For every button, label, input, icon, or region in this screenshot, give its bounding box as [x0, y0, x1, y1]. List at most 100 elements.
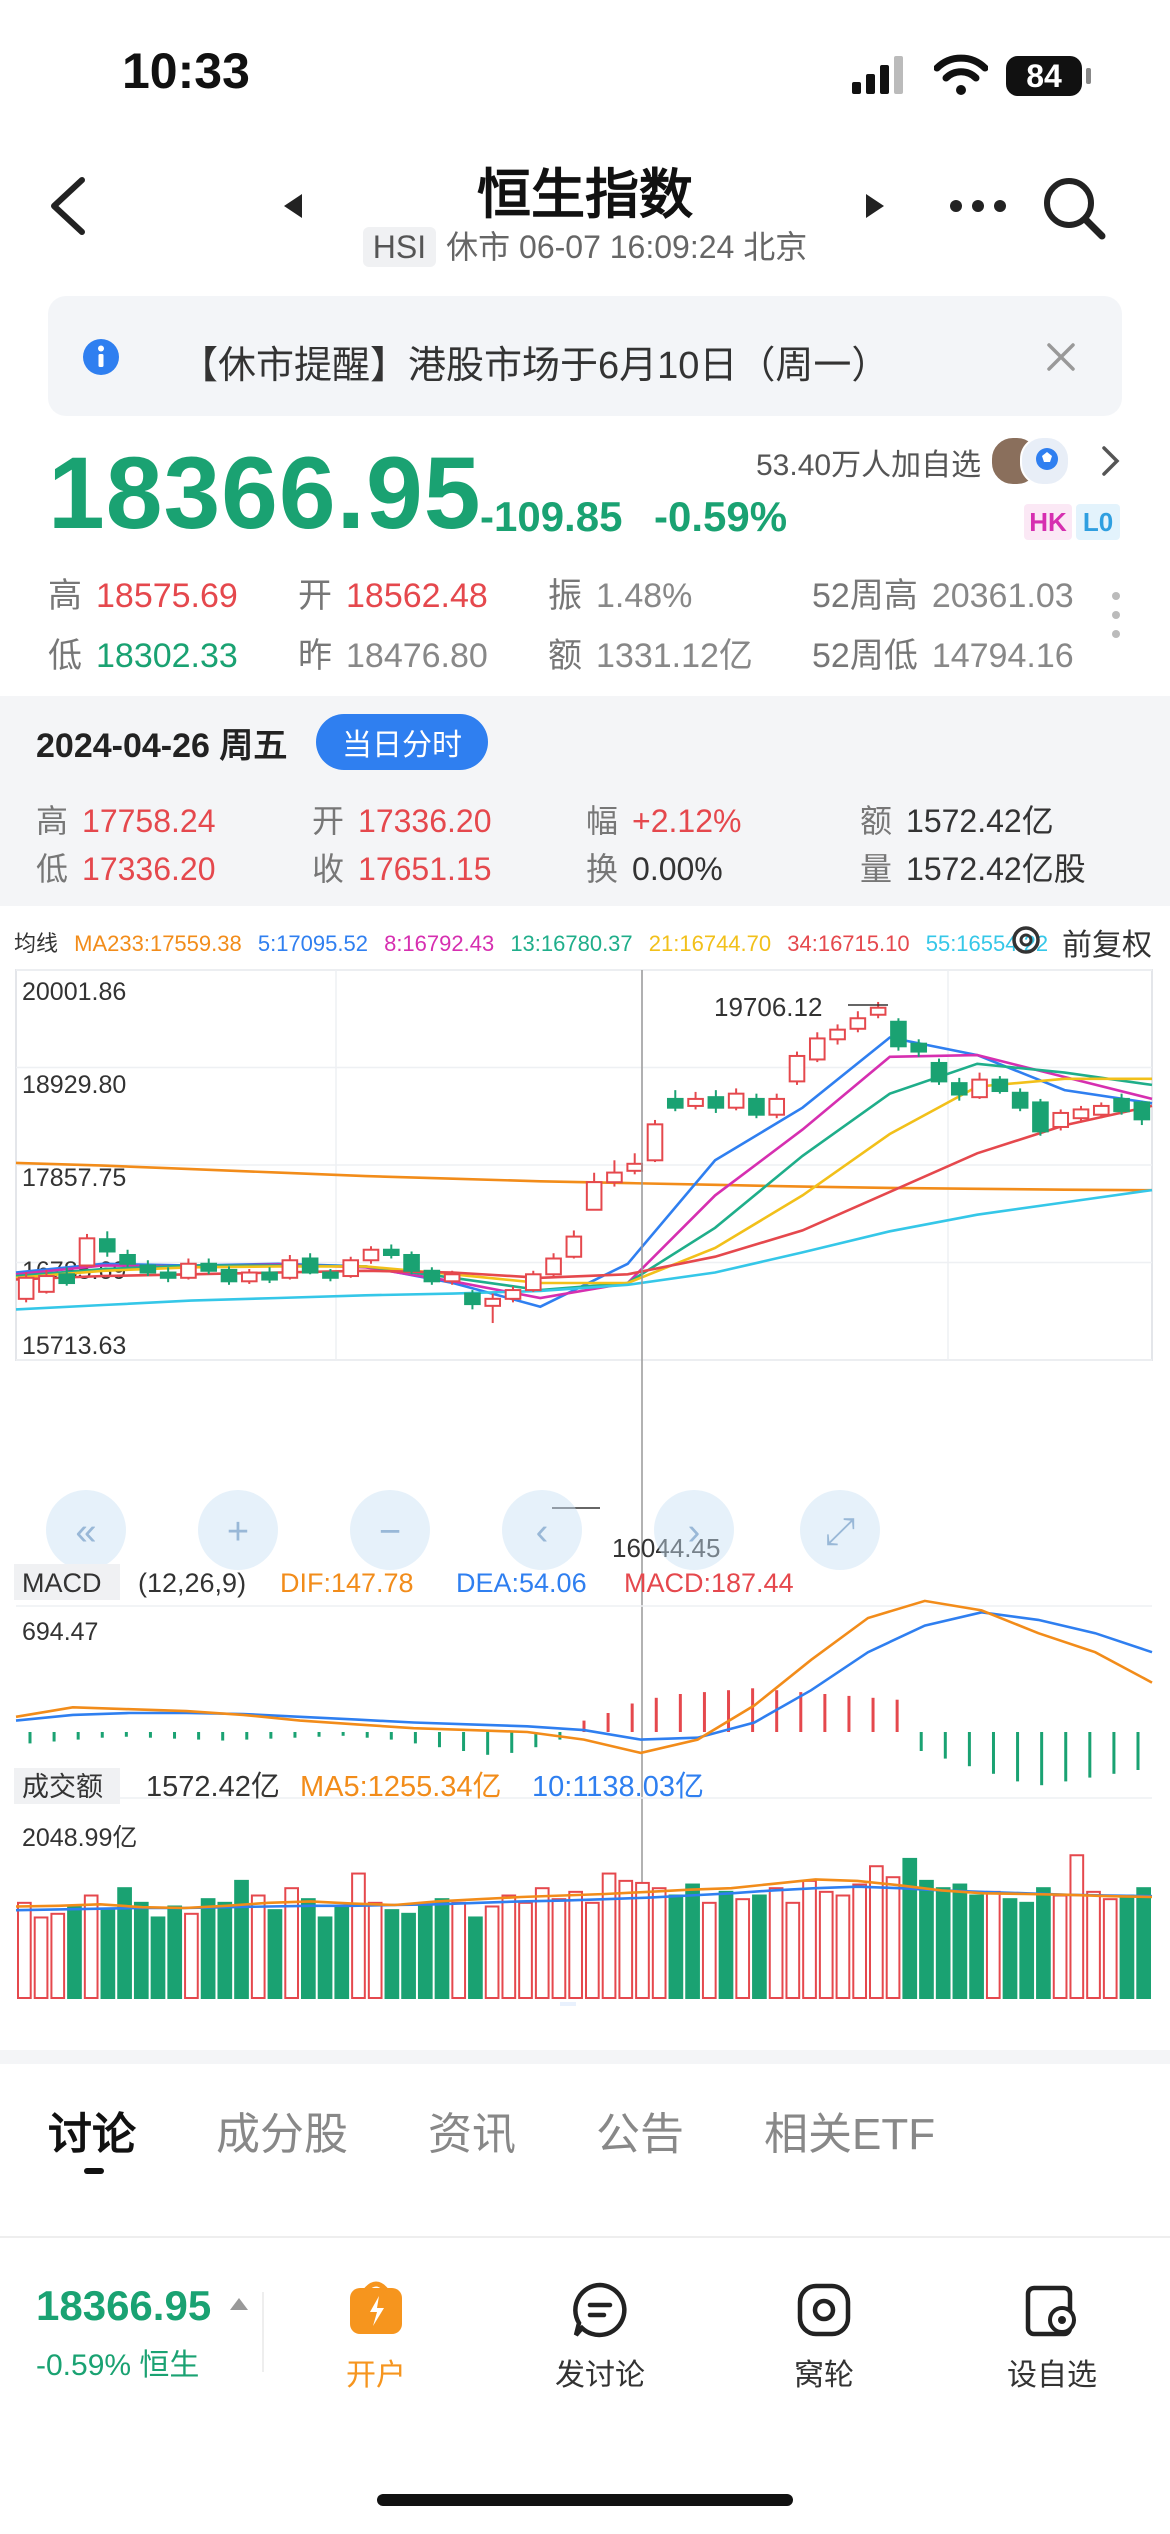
market-status: HSI 休市 06-07 16:09:24 北京: [0, 222, 1170, 268]
candle-body: [1072, 1108, 1090, 1120]
post-discussion-button[interactable]: 发讨论: [555, 2359, 645, 2392]
chart-nav-button: [654, 1490, 734, 1570]
stat-value: 18575.69: [96, 577, 238, 615]
candle-body: [768, 1097, 786, 1116]
page-title: 恒生指数: [477, 165, 693, 225]
prev-stock-icon[interactable]: [282, 192, 304, 220]
tab-news[interactable]: 资讯: [428, 2110, 516, 2159]
settings-icon[interactable]: [1008, 922, 1044, 958]
candle-body: [849, 1017, 867, 1030]
intraday-chip[interactable]: 当日分时: [316, 714, 488, 770]
bottom-name: 恒生: [139, 2349, 200, 2382]
bottom-bar: [0, 2236, 1170, 2534]
max-price-label: 19706.12: [714, 992, 822, 1022]
volume-bar: [802, 1879, 817, 2000]
volume-bar: [417, 1905, 433, 2000]
chart-nav-icon: ‹: [536, 1511, 549, 1553]
volume-bar: [1052, 1894, 1068, 2000]
stat-52w-high: 52周高 20361.03: [812, 568, 1074, 617]
discuss-icon[interactable]: [570, 2280, 630, 2340]
stat-label: 52周低: [812, 637, 918, 675]
close-icon[interactable]: [1046, 342, 1076, 372]
tab-constituents[interactable]: 成分股: [216, 2110, 348, 2159]
volume-bar: [250, 1894, 266, 2000]
volume-bar: [935, 1887, 951, 2000]
volume-bar: [551, 1898, 567, 2000]
candle-body: [362, 1248, 380, 1262]
stat-value: 17336.20: [358, 803, 492, 839]
warrant-button[interactable]: 窝轮: [794, 2359, 854, 2392]
stat-label: 额: [860, 803, 893, 839]
candle-body: [910, 1042, 928, 1053]
volume-bar: [117, 1887, 132, 2000]
volume-ma5-line: [15, 1878, 1153, 1910]
status-time: 10:33: [122, 43, 250, 99]
volume-bar: [534, 1887, 550, 2000]
tab-related-etf[interactable]: 相关ETF: [764, 2110, 936, 2159]
stat-label: 额: [548, 637, 582, 675]
volume-bar: [1119, 1894, 1135, 2000]
volume-bar: [985, 1890, 1001, 2000]
candle-body: [342, 1259, 360, 1278]
stat-label: 开: [298, 577, 332, 615]
stat-label: 昨: [298, 637, 332, 675]
volume-bar: [234, 1879, 249, 2000]
stat-label: 高: [36, 803, 69, 839]
bottom-change: -0.59% 恒生: [36, 2340, 199, 2384]
candle-body: [200, 1262, 218, 1272]
volume-bar: [317, 1916, 333, 2000]
watchers-count[interactable]: 53.40万人加自选: [756, 449, 982, 482]
volume-bar: [1069, 1854, 1085, 2000]
stat-value: 17758.24: [82, 803, 216, 839]
volume-bar: [668, 1894, 684, 2000]
volume-value: 1572.42亿: [146, 1770, 280, 1803]
ma-line-MA233: [15, 1161, 1153, 1192]
candle-body: [930, 1061, 948, 1083]
content-tabs: [0, 2080, 1170, 2180]
status-bar: 10:33 84: [0, 0, 1170, 140]
ma-item: 8:16792.43: [384, 931, 495, 956]
add-watchlist-button[interactable]: 设自选: [1007, 2359, 1097, 2392]
candle-body: [646, 1123, 664, 1162]
l0-badge: L0: [1076, 504, 1120, 540]
kline-chart[interactable]: 20001.8618929.8017857.7516785.6915713.63…: [0, 960, 1170, 2020]
add-watchlist-icon[interactable]: [1022, 2280, 1082, 2340]
candle-body: [1092, 1104, 1110, 1116]
candle-body: [748, 1097, 765, 1116]
ma-item: 34:16715.10: [787, 931, 910, 956]
vertical-more-icon[interactable]: [1110, 590, 1122, 640]
index-code: HSI: [362, 227, 437, 267]
day-low: 低 17336.20: [36, 844, 215, 890]
volume-bar: [701, 1901, 717, 2000]
watcher-avatars[interactable]: [990, 436, 1076, 486]
chevron-right-icon[interactable]: [1100, 444, 1122, 478]
notice-banner[interactable]: [48, 296, 1122, 416]
ma-item: MA233:17559.38: [74, 931, 242, 956]
candle-body: [524, 1273, 542, 1292]
tab-announcements[interactable]: 公告: [596, 2110, 684, 2159]
warrant-icon[interactable]: [794, 2280, 854, 2340]
stat-value: 1.48%: [596, 577, 693, 615]
info-icon: [83, 339, 119, 375]
min-price-label: 16044.45: [612, 1533, 720, 1563]
candle-body: [484, 1297, 502, 1307]
day-date: 2024-04-26 周五: [36, 727, 288, 765]
candle-body: [301, 1257, 319, 1274]
stat-prev-close: 昨 18476.80: [298, 628, 488, 677]
day-range: 幅 +2.12%: [586, 796, 741, 842]
open-account-button[interactable]: 开户: [346, 2359, 406, 2392]
search-icon[interactable]: [1042, 176, 1106, 240]
adjust-mode[interactable]: 前复权: [1062, 929, 1152, 962]
tab-indicator: [84, 2168, 104, 2174]
volume-bar: [451, 1901, 467, 2000]
volume-bar: [468, 1916, 483, 2000]
volume-bar: [17, 1901, 32, 2000]
account-open-icon[interactable]: [346, 2278, 406, 2338]
tab-discussion[interactable]: 讨论: [48, 2110, 136, 2159]
next-stock-icon[interactable]: [864, 192, 886, 220]
price-change-pct: -0.59%: [654, 493, 788, 540]
day-volume: 量 1572.42亿股: [860, 844, 1086, 890]
more-icon[interactable]: [948, 196, 1008, 216]
volume-bar: [501, 1894, 517, 2000]
back-icon[interactable]: [44, 176, 92, 236]
